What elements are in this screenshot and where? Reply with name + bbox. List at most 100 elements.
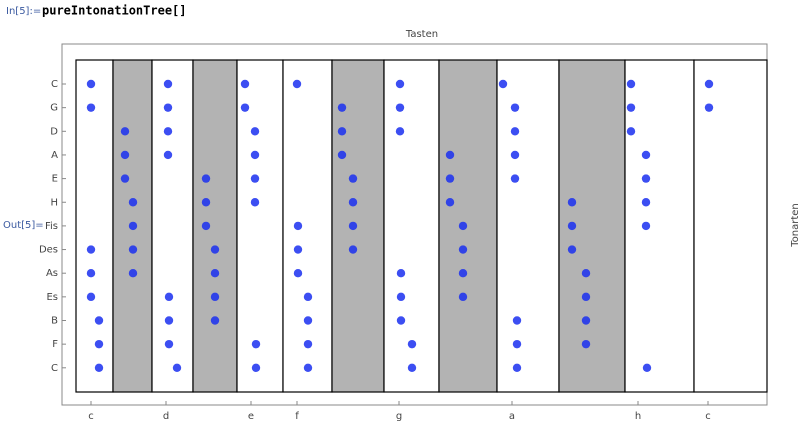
point [642,363,652,372]
point [704,103,714,112]
x-tick-label: a [509,411,515,422]
point [250,198,260,207]
point [626,127,636,136]
point [498,79,508,89]
x-tick-label: h [635,411,641,422]
point [164,339,174,349]
point [128,198,138,207]
point [641,221,651,231]
point [567,198,577,207]
input-label: In[5]:= [6,6,41,17]
point [164,316,174,325]
point [94,339,104,349]
x-tick-label: g [396,411,402,422]
point [395,79,405,89]
point [458,221,468,231]
point [210,245,220,254]
point [164,292,174,302]
point [250,174,260,183]
point [94,363,104,372]
point [512,316,522,325]
point [163,103,173,112]
point [86,245,96,254]
point [641,198,651,207]
point [445,174,455,183]
y-tick-label: Des [39,245,58,256]
point [348,221,358,231]
point [458,245,468,254]
point [407,339,417,349]
point [86,292,96,302]
point [512,339,522,349]
point [128,269,138,278]
x-tick-label: e [248,411,254,422]
piano-key [496,59,560,393]
y-tick-label: A [51,150,58,161]
point [251,363,261,372]
point [240,103,250,112]
y-tick-label: D [50,126,58,137]
point [201,198,211,207]
point [172,363,182,372]
y-axis-label: Tonarten [790,203,801,248]
point [303,363,313,372]
point [251,339,261,349]
point [510,127,520,136]
point [201,174,211,183]
point [396,316,406,325]
y-tick-label: Es [46,292,58,303]
point [210,269,220,278]
point [337,150,347,160]
y-tick-label: Fis [45,221,58,232]
point [293,269,303,278]
point [567,245,577,254]
point [348,245,358,254]
piano-key [624,59,695,393]
input-code[interactable]: pureIntonationTree[] [42,4,187,18]
point [567,221,577,231]
piano-key [331,59,385,393]
point [581,316,591,325]
x-tick-label: c [88,411,94,422]
point [86,269,96,278]
piano-key [438,59,498,393]
y-tick-label: B [51,316,58,327]
piano-key [192,59,238,393]
output-label: Out[5]= [3,220,44,231]
piano-key [75,59,114,393]
point [396,292,406,302]
y-tick-label: G [50,103,58,114]
point [510,174,520,183]
point [292,79,302,89]
piano-key [693,59,768,393]
point [626,103,636,112]
point [395,103,405,112]
point [210,316,220,325]
point [293,221,303,231]
point [250,127,260,136]
point [94,316,104,325]
y-tick-label: H [50,197,58,208]
point [163,79,173,89]
piano-key [236,59,284,393]
point [303,292,313,302]
x-tick-label: c [705,411,711,422]
point [86,103,96,112]
point [293,245,303,254]
point [641,174,651,183]
point [303,339,313,349]
y-tick-label: C [51,363,58,374]
point [510,103,520,112]
point [445,150,455,160]
point [337,103,347,112]
point [458,292,468,302]
point [250,150,260,160]
point [704,79,714,89]
point [445,198,455,207]
point [348,174,358,183]
y-tick-label: F [52,339,58,350]
point [201,221,211,231]
point [128,221,138,231]
point [626,79,636,89]
